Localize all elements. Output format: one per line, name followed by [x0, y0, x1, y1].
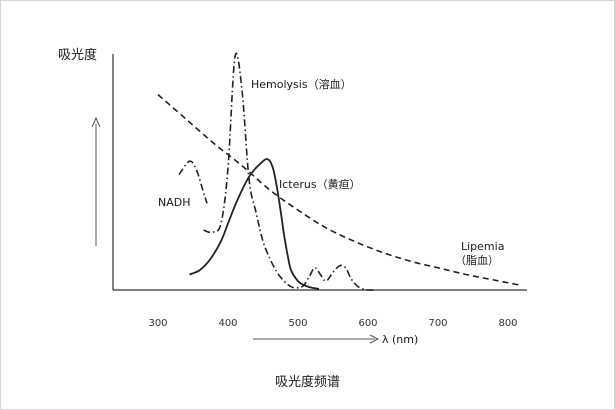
x-direction-arrowhead	[369, 334, 380, 344]
y-direction-arrowhead	[91, 116, 101, 128]
series-icterus	[189, 158, 320, 290]
figure-caption: 吸光度频谱	[274, 375, 340, 390]
x-tick-label-600: 600	[358, 318, 377, 329]
label-lipemia: Lipemia	[461, 240, 504, 253]
x-tick-label-700: 700	[428, 318, 447, 329]
label-nadh: NADH	[158, 196, 191, 209]
x-tick-label-400: 400	[218, 318, 237, 329]
label-hemolysis: Hemolysis（溶血）	[251, 77, 352, 91]
y-axis-label: 吸光度	[58, 47, 97, 63]
label-icterus: Icterus（黄疸）	[279, 177, 361, 191]
x-axis-label: λ (nm)	[382, 333, 418, 346]
label-lipemia-cn: （脂血）	[455, 253, 499, 267]
series-layer	[157, 52, 523, 291]
x-tick-labels: 300 400 500 600 700 800	[148, 318, 517, 329]
x-tick-label-500: 500	[288, 318, 307, 329]
x-tick-label-800: 800	[498, 318, 517, 329]
x-tick-label-300: 300	[148, 318, 167, 329]
series-hemolysis	[203, 52, 374, 291]
series-lipemia	[157, 93, 523, 287]
series-nadh	[178, 160, 208, 204]
